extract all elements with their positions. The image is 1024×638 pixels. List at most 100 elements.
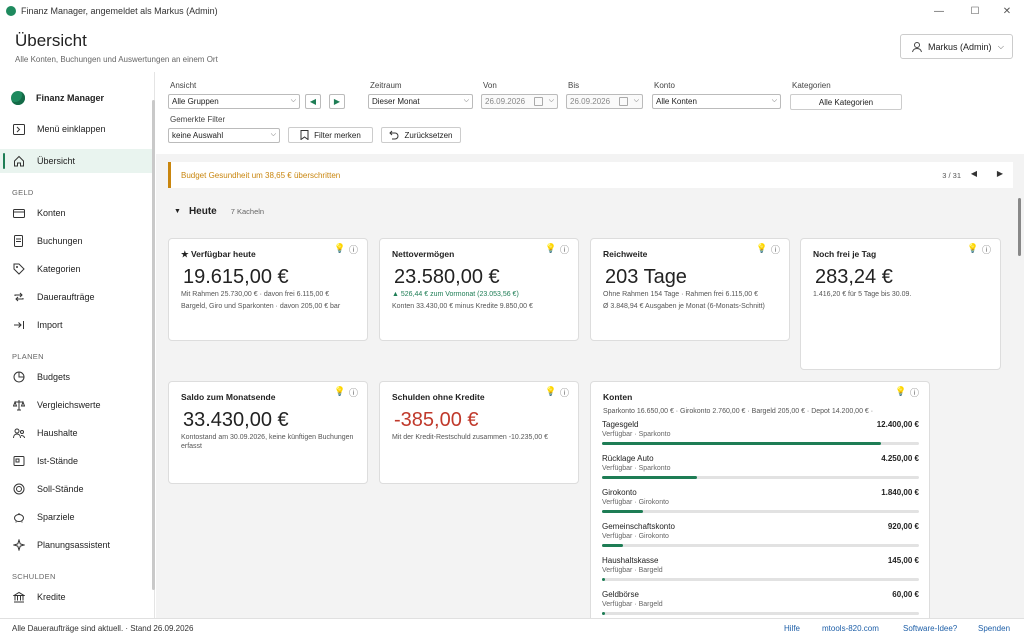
help-icon[interactable]: ⓘ <box>560 388 570 398</box>
next-button[interactable]: ▶ <box>329 94 345 109</box>
card-nettovermoegen[interactable]: Nettovermögen 💡 ⓘ 23.580,00 € ▲ 526,44 €… <box>379 238 579 341</box>
sidebar-item-label: Planungsassistent <box>37 540 111 550</box>
lightbulb-icon[interactable]: 💡 <box>895 386 907 396</box>
account-amount: 4.250,00 € <box>881 454 919 463</box>
repeat-icon <box>12 291 25 304</box>
sidebar-item-buchungen[interactable]: Buchungen <box>0 229 155 253</box>
account-amount: 60,00 € <box>892 590 919 599</box>
help-icon[interactable]: ⓘ <box>349 388 359 398</box>
sidebar-collapse[interactable]: Menü einklappen <box>0 117 155 141</box>
pie-icon <box>12 371 25 384</box>
card-value: 33.430,00 € <box>183 409 289 431</box>
sidebar-item-ist-staende[interactable]: Ist-Stände <box>0 449 155 473</box>
close-icon[interactable]: ✕ <box>1002 5 1012 17</box>
ansicht-select[interactable]: Alle Gruppen ⌵ <box>168 94 300 109</box>
card-saldo-monatsende[interactable]: Saldo zum Monatsende 💡 ⓘ 33.430,00 € Kon… <box>168 381 368 484</box>
user-menu-button[interactable]: Markus (Admin) ⌵ <box>900 34 1013 59</box>
maximize-icon[interactable]: ☐ <box>970 5 980 17</box>
lightbulb-icon[interactable]: 💡 <box>967 243 979 253</box>
app-icon <box>6 6 16 16</box>
lightbulb-icon[interactable]: 💡 <box>756 243 768 253</box>
people-icon <box>12 427 25 440</box>
gemerkte-filter-select[interactable]: keine Auswahl ⌵ <box>168 128 280 143</box>
bis-value: 26.09.2026 <box>570 97 611 106</box>
calendar-icon <box>619 97 628 106</box>
zuruecksetzen-button[interactable]: Zurücksetzen <box>381 127 461 143</box>
sidebar-item-uebersicht[interactable]: Übersicht <box>0 149 155 173</box>
sidebar-item-soll-staende[interactable]: Soll-Stände <box>0 477 155 501</box>
card-schulden-ohne-kredite[interactable]: Schulden ohne Kredite 💡 ⓘ -385,00 € Mit … <box>379 381 579 484</box>
website-link[interactable]: mtools-820.com <box>822 624 879 633</box>
page-title: Übersicht <box>15 31 87 50</box>
konto-select[interactable]: Alle Konten ⌵ <box>652 94 781 109</box>
calendar-icon <box>534 97 543 106</box>
banner-prev-icon[interactable]: ◀ <box>970 169 977 178</box>
bookmark-icon <box>300 130 309 140</box>
page-subtitle: Alle Konten, Buchungen und Auswertungen … <box>15 55 218 64</box>
card-detail: Kontostand am 30.09.2026, keine künftige… <box>181 434 354 450</box>
account-share-bar <box>602 442 919 445</box>
card-konten[interactable]: Konten 💡 ⓘ Sparkonto 16.650,00 € · Girok… <box>590 381 930 618</box>
help-icon[interactable]: ⓘ <box>982 245 992 255</box>
sidebar-item-budgets[interactable]: Budgets <box>0 365 155 389</box>
account-amount: 1.840,00 € <box>881 488 919 497</box>
filter-merken-button[interactable]: Filter merken <box>288 127 373 143</box>
von-date-field[interactable]: 26.09.2026 ⌵ <box>481 94 558 109</box>
banner-next-icon[interactable]: ▶ <box>996 169 1003 178</box>
card-noch-frei-je-tag[interactable]: Noch frei je Tag 💡 ⓘ 283,24 € 1.416,20 €… <box>800 238 1001 370</box>
card-verfuegbar-heute[interactable]: ★ Verfügbar heute 💡 ⓘ 19.615,00 € Mit Ra… <box>168 238 368 341</box>
previous-button[interactable]: ◀ <box>305 94 321 109</box>
zeitraum-value: Dieser Monat <box>372 97 420 106</box>
gemerkte-filter-label: Gemerkte Filter <box>170 115 226 124</box>
card-reichweite[interactable]: Reichweite 💡 ⓘ 203 Tage Ohne Rahmen 154 … <box>590 238 790 341</box>
sidebar-item-label: Ist-Stände <box>37 456 79 466</box>
account-type: Verfügbar · Girokonto <box>602 499 669 506</box>
donate-link[interactable]: Spenden <box>978 624 1011 633</box>
card-detail: Ohne Rahmen 154 Tage · Rahmen frei 6.115… <box>603 291 759 298</box>
arrow-right-icon: ▶ <box>333 97 341 106</box>
sidebar-scrollbar[interactable] <box>152 100 155 590</box>
ansicht-label: Ansicht <box>170 81 197 90</box>
section-count: 7 Kacheln <box>230 207 265 216</box>
sidebar-item-dauerauftraege[interactable]: Daueraufträge <box>0 285 155 309</box>
app-logo <box>11 91 25 105</box>
sidebar-item-kredite[interactable]: Kredite <box>0 585 155 609</box>
card-value: 23.580,00 € <box>394 266 500 288</box>
brand-name: Finanz Manager <box>36 93 105 103</box>
sidebar-item-vergleichswerte[interactable]: Vergleichswerte <box>0 393 155 417</box>
receipt-icon <box>12 235 25 248</box>
sidebar-item-haushalte[interactable]: Haushalte <box>0 421 155 445</box>
sidebar-item-sparziele[interactable]: Sparziele <box>0 505 155 529</box>
software-idea-link[interactable]: Software-Idee? <box>903 624 958 633</box>
zeitraum-select[interactable]: Dieser Monat ⌵ <box>368 94 473 109</box>
account-name: Geldbörse <box>602 590 639 599</box>
register-icon <box>12 455 25 468</box>
lightbulb-icon[interactable]: 💡 <box>545 243 557 253</box>
help-icon[interactable]: ⓘ <box>560 245 570 255</box>
lightbulb-icon[interactable]: 💡 <box>334 243 346 253</box>
von-value: 26.09.2026 <box>485 97 526 106</box>
lightbulb-icon[interactable]: 💡 <box>545 386 557 396</box>
main-scrollbar[interactable] <box>1016 154 1024 618</box>
card-title: Schulden ohne Kredite <box>392 392 485 402</box>
wallet-icon <box>12 207 25 220</box>
help-link[interactable]: Hilfe <box>784 624 801 633</box>
sidebar-item-label: Menü einklappen <box>37 124 106 134</box>
minimize-icon[interactable]: — <box>934 5 944 17</box>
bis-label: Bis <box>568 81 580 90</box>
help-icon[interactable]: ⓘ <box>349 245 359 255</box>
chevron-down-icon: ⌵ <box>548 97 554 104</box>
help-icon[interactable]: ⓘ <box>771 245 781 255</box>
card-trend: ▲ 526,44 € zum Vormonat (23.053,56 €) <box>392 291 519 298</box>
sidebar-item-import[interactable]: Import <box>0 313 155 337</box>
help-icon[interactable]: ⓘ <box>910 388 920 398</box>
section-header-heute[interactable]: ▼ Heute 7 Kacheln <box>174 206 264 217</box>
sidebar-item-kategorien[interactable]: Kategorien <box>0 257 155 281</box>
account-type: Verfügbar · Sparkonto <box>602 465 671 472</box>
bis-date-field[interactable]: 26.09.2026 ⌵ <box>566 94 643 109</box>
scrollbar-thumb[interactable] <box>1018 198 1021 256</box>
sidebar-item-planungsassistent[interactable]: Planungsassistent <box>0 533 155 557</box>
kategorien-button[interactable]: Alle Kategorien <box>790 94 902 110</box>
lightbulb-icon[interactable]: 💡 <box>334 386 346 396</box>
sidebar-item-konten[interactable]: Konten <box>0 201 155 225</box>
